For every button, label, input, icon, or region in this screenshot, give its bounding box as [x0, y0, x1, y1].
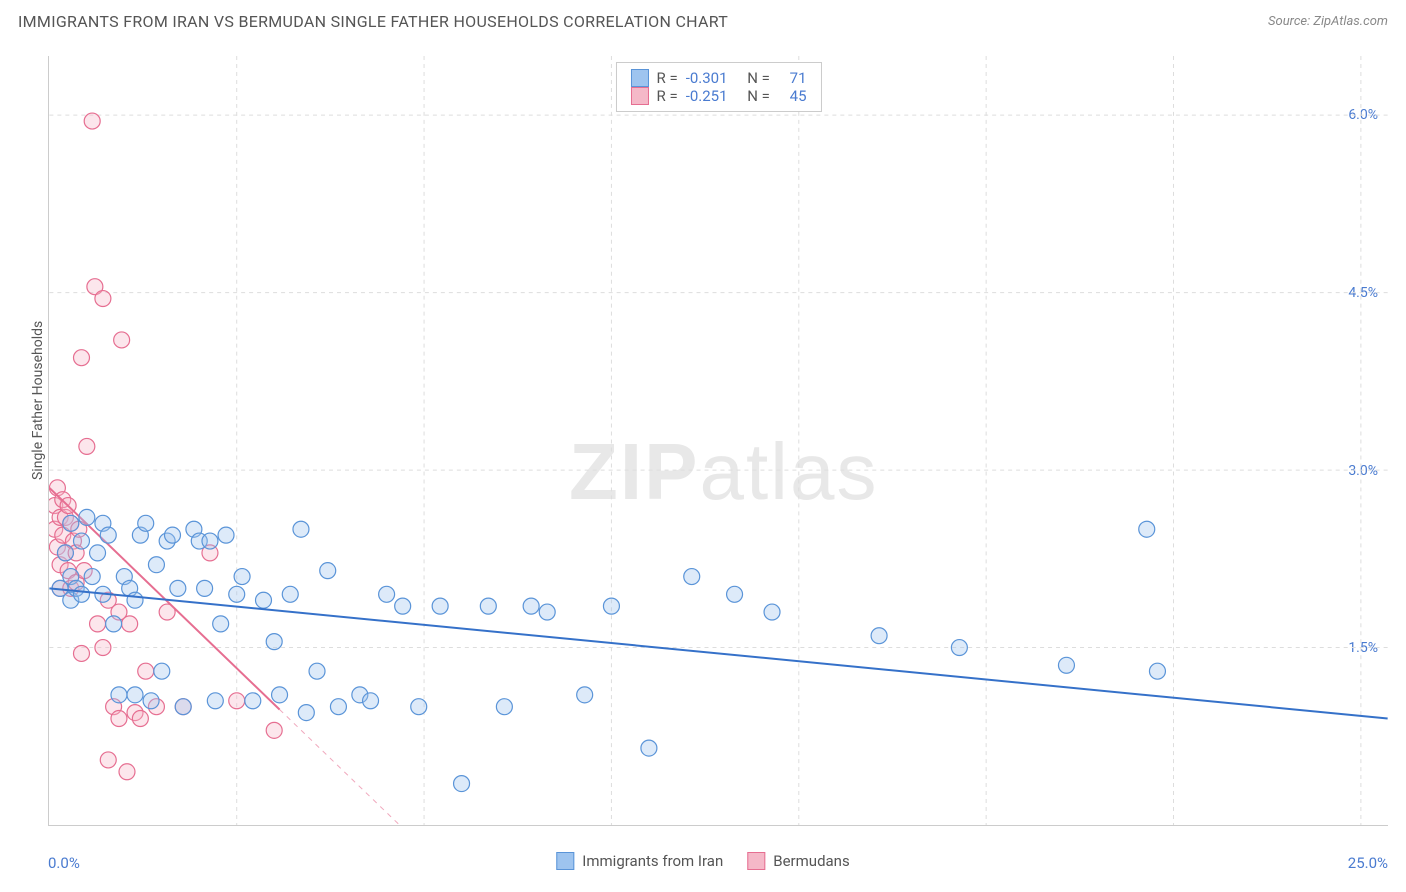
- chart-header: IMMIGRANTS FROM IRAN VS BERMUDAN SINGLE …: [18, 12, 1388, 31]
- r-value-1: -0.301: [686, 69, 728, 87]
- legend-row-1: R = -0.301 N = 71: [630, 69, 806, 87]
- series-legend: Immigrants from Iran Bermudans: [556, 852, 849, 870]
- r-value-2: -0.251: [686, 87, 728, 105]
- chart-title: IMMIGRANTS FROM IRAN VS BERMUDAN SINGLE …: [18, 12, 728, 31]
- n-label: N =: [747, 69, 770, 87]
- r-label: R =: [656, 69, 677, 87]
- plot-area: ZIPatlas R = -0.301 N = 71 R = -0.251 N …: [48, 56, 1388, 826]
- correlation-legend: R = -0.301 N = 71 R = -0.251 N = 45: [615, 62, 821, 112]
- legend-row-2: R = -0.251 N = 45: [630, 87, 806, 105]
- n-value-1: 71: [790, 69, 807, 87]
- chart-svg: [49, 56, 1388, 825]
- swatch-bottom-2: [747, 852, 765, 870]
- n-label-2: N =: [747, 87, 770, 105]
- swatch-series-2: [630, 87, 648, 105]
- legend-item-1: Immigrants from Iran: [556, 852, 723, 870]
- x-axis-max-label: 25.0%: [1348, 854, 1388, 872]
- source-attribution: Source: ZipAtlas.com: [1268, 14, 1388, 29]
- swatch-bottom-1: [556, 852, 574, 870]
- swatch-series-1: [630, 69, 648, 87]
- legend-label-1: Immigrants from Iran: [582, 852, 723, 870]
- legend-item-2: Bermudans: [747, 852, 849, 870]
- n-value-2: 45: [790, 87, 807, 105]
- y-axis-label: Single Father Households: [30, 321, 46, 480]
- r-label-2: R =: [656, 87, 677, 105]
- legend-label-2: Bermudans: [773, 852, 849, 870]
- x-axis-min-label: 0.0%: [48, 854, 80, 872]
